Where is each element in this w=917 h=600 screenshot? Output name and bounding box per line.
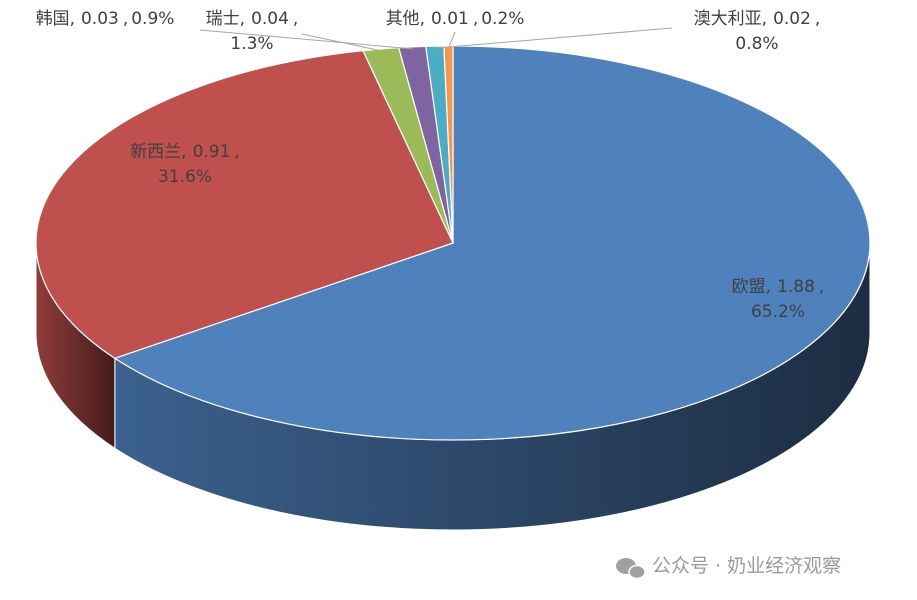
label-separator: , [123, 9, 128, 29]
label-value: 0.03 [81, 9, 119, 29]
label-separator: , [293, 9, 298, 29]
label-percent: 0.2% [481, 9, 524, 29]
label-separator: , [819, 277, 824, 297]
watermark-text: 公众号 · 奶业经济观察 [652, 555, 841, 577]
label-name: 瑞士 [206, 9, 240, 29]
label-value: 1.88 [777, 277, 815, 297]
label-value: 0.04 [251, 9, 289, 29]
slice [113, 45, 871, 441]
data-label: 其他, 0.01, 0.2% [386, 9, 525, 29]
label-percent: 0.8% [735, 34, 778, 54]
label-value: 0.01 [431, 9, 469, 29]
label-percent: 65.2% [751, 302, 805, 322]
leader-line [435, 27, 673, 49]
leader-lines [199, 27, 673, 52]
data-labels: 欧盟, 1.88, 65.2%新西兰, 0.91, 31.6%瑞士, 0.04, 1.3%韩… [36, 9, 825, 322]
label-separator: , [762, 9, 767, 29]
data-label: 欧盟, 1.88, 65.2% [732, 277, 825, 322]
label-percent: 31.6% [158, 167, 212, 187]
label-name: 新西兰 [130, 142, 181, 162]
slice [35, 49, 454, 359]
slice [443, 45, 454, 244]
label-separator: , [181, 142, 186, 162]
leader-line [448, 31, 456, 49]
label-separator: , [815, 9, 820, 29]
watermark: 公众号 · 奶业经济观察 [616, 555, 841, 580]
label-name: 澳大利亚 [694, 9, 762, 29]
leader-line [199, 29, 413, 50]
label-name: 欧盟 [732, 277, 766, 297]
label-separator: , [240, 9, 245, 29]
data-label: 澳大利亚, 0.02, 0.8% [694, 9, 821, 54]
label-separator: , [234, 142, 239, 162]
label-separator: , [473, 9, 478, 29]
data-label: 瑞士, 0.04, 1.3% [206, 9, 299, 54]
label-value: 0.91 [193, 142, 231, 162]
label-separator: , [70, 9, 75, 29]
data-label: 新西兰, 0.91, 31.6% [130, 142, 240, 187]
label-value: 0.02 [773, 9, 811, 29]
label-separator: , [420, 9, 425, 29]
label-name: 其他 [386, 9, 420, 29]
watermark-icon [628, 564, 646, 580]
label-separator: , [766, 277, 771, 297]
label-percent: 0.9% [131, 9, 174, 29]
data-label: 韩国, 0.03, 0.9% [36, 9, 175, 29]
label-name: 韩国 [36, 9, 70, 29]
pie-tops [35, 45, 871, 441]
label-percent: 1.3% [230, 34, 273, 54]
